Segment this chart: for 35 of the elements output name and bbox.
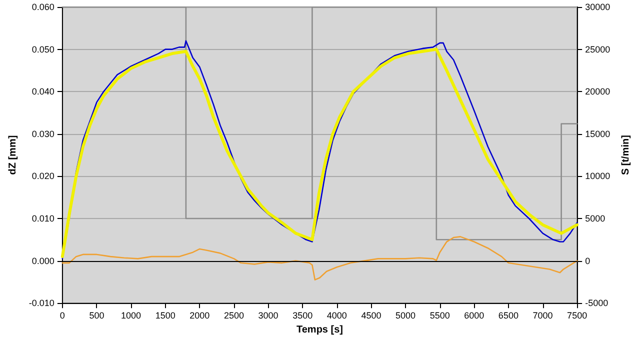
- x-tick-label: 6000: [464, 310, 484, 321]
- y-tick-label: 0.030: [32, 128, 54, 139]
- x-tick-label: 7500: [567, 310, 588, 321]
- y-tick-label: 0.000: [32, 256, 54, 266]
- y2-tick-label: 0: [585, 256, 590, 266]
- y-tick-label: 0.010: [32, 214, 54, 224]
- y2-tick-label: 25000: [585, 44, 610, 54]
- y-tick-label: 0.050: [32, 44, 54, 54]
- y2-tick-label: 30000: [585, 2, 610, 12]
- y2-tick-label: -5000: [585, 298, 608, 308]
- y2-tick-label: 10000: [585, 171, 610, 182]
- x-tick-label: 4000: [326, 310, 347, 321]
- x-tick-label: 3500: [292, 310, 313, 321]
- x-tick-label: 4500: [361, 310, 382, 321]
- x-tick-label: 2500: [224, 310, 244, 321]
- y-tick-label: 0.060: [32, 2, 54, 12]
- x-tick-label: 1000: [121, 310, 142, 321]
- x-tick-label: 2000: [190, 310, 210, 321]
- y2-tick-label: 5000: [585, 214, 606, 224]
- x-tick-label: 5000: [396, 310, 416, 321]
- y-tick-label: 0.020: [32, 171, 54, 182]
- x-tick-label: 3000: [258, 310, 278, 321]
- x-tick-label: 7000: [532, 310, 553, 321]
- y-tick-label: 0.040: [32, 86, 54, 97]
- x-tick-label: 500: [89, 310, 104, 321]
- y2-axis-title: S [t/min]: [620, 135, 632, 176]
- x-tick-label: 0: [60, 310, 65, 321]
- y2-tick-label: 15000: [585, 128, 610, 139]
- y-axis-title: dZ [mm]: [8, 135, 18, 175]
- x-tick-label: 1500: [155, 310, 176, 321]
- y-tick-label: -0.010: [28, 298, 54, 308]
- x-tick-label: 6500: [498, 310, 518, 321]
- x-tick-label: 5500: [430, 310, 450, 321]
- x-axis-title: Temps [s]: [296, 324, 343, 336]
- y2-tick-label: 20000: [585, 86, 610, 97]
